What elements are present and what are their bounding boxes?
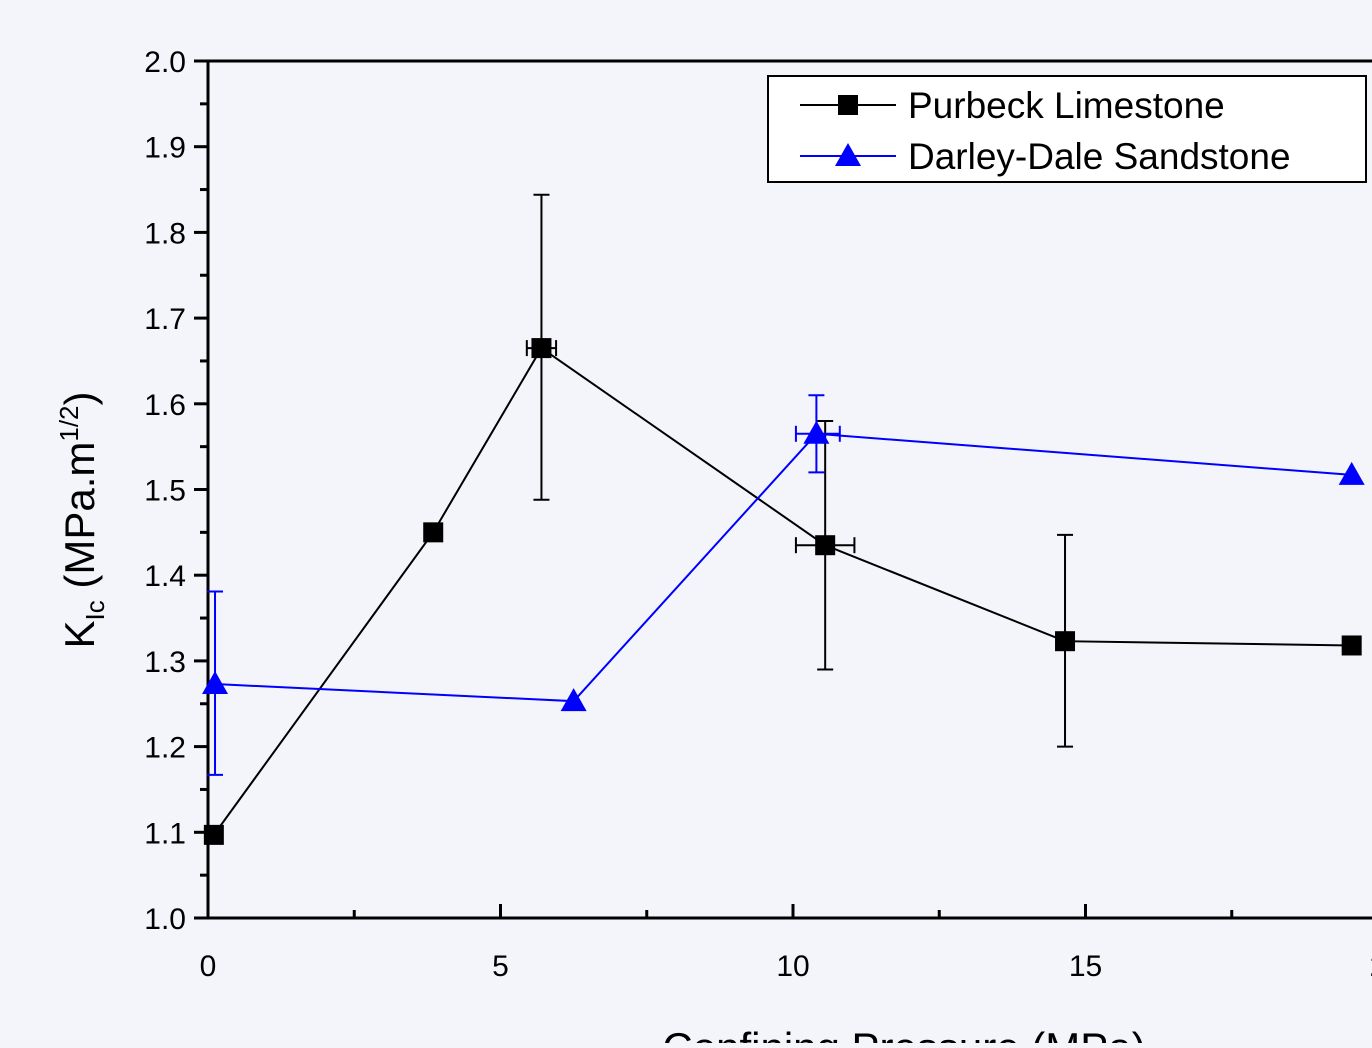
y-tick-label: 1.6: [144, 389, 186, 422]
y-tick-label: 1.3: [144, 646, 186, 679]
legend-marker: [838, 95, 858, 115]
y-tick-label: 1.4: [144, 560, 186, 593]
data-point: [815, 535, 836, 556]
data-point: [203, 824, 224, 845]
data-point: [1055, 631, 1076, 652]
data-point: [803, 420, 830, 444]
x-tick-label: 10: [776, 950, 809, 983]
y-tick-label: 1.8: [144, 217, 186, 250]
series-line: [213, 346, 1352, 836]
y-axis-label: KIc (MPa.m1/2): [54, 391, 110, 648]
y-tick-label: 1.7: [144, 303, 186, 336]
x-tick-label: 5: [492, 950, 509, 983]
data-point: [202, 671, 229, 695]
legend-entry: Purbeck Limestone: [800, 85, 1225, 126]
data-point: [531, 338, 552, 359]
legend-label: Purbeck Limestone: [908, 85, 1225, 126]
x-tick-label: 0: [200, 950, 217, 983]
y-tick-label: 1.1: [144, 817, 186, 850]
legend-box: [767, 75, 1367, 183]
series-darley-dale-sandstone: [202, 394, 1365, 776]
x-tick-label: 2: [1370, 950, 1372, 983]
legend-marker: [835, 143, 861, 166]
data-point: [1338, 461, 1365, 485]
y-tick-label: 1.0: [144, 903, 186, 936]
y-tick-label: 2.0: [144, 46, 186, 79]
data-point: [1341, 635, 1362, 656]
y-tick-label: 1.2: [144, 732, 186, 765]
legend-label: Darley-Dale Sandstone: [908, 136, 1291, 177]
data-point: [560, 688, 587, 712]
series-purbeck-limestone: [203, 193, 1362, 845]
y-tick-label: 1.5: [144, 475, 186, 508]
y-tick-label: 1.9: [144, 132, 186, 165]
series-line: [214, 432, 1352, 703]
x-tick-label: 15: [1069, 950, 1102, 983]
legend-entry: Darley-Dale Sandstone: [800, 136, 1291, 177]
data-point: [423, 522, 444, 543]
x-axis-label: Confining Pressure (MPa): [662, 1024, 1145, 1043]
